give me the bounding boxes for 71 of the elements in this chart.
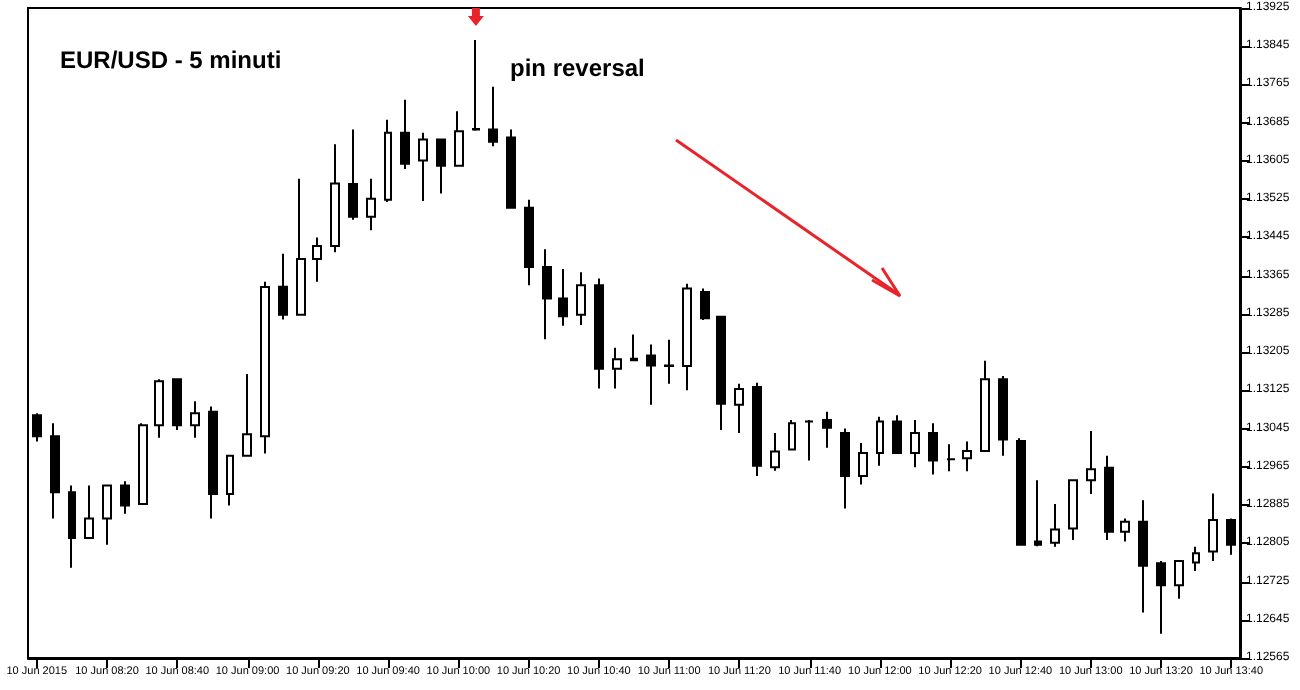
candlestick bbox=[312, 236, 322, 283]
candlestick bbox=[1156, 559, 1166, 635]
candlestick bbox=[840, 427, 850, 510]
candlestick bbox=[998, 375, 1008, 457]
candlestick bbox=[876, 415, 884, 467]
candlestick bbox=[384, 118, 392, 204]
candlestick bbox=[418, 131, 428, 203]
candlestick bbox=[1104, 454, 1114, 541]
candlestick bbox=[208, 405, 218, 520]
candlestick bbox=[68, 484, 76, 569]
candlestick bbox=[1034, 479, 1042, 548]
candlestick bbox=[400, 98, 410, 171]
candlestick bbox=[102, 484, 112, 546]
candlestick bbox=[542, 248, 552, 341]
candlestick bbox=[734, 382, 744, 434]
candlestick bbox=[242, 373, 252, 457]
candlestick bbox=[348, 128, 358, 221]
candlestick bbox=[1068, 479, 1078, 541]
candlestick bbox=[858, 441, 868, 486]
candlestick bbox=[1208, 492, 1218, 562]
candlestick bbox=[946, 443, 956, 473]
candlestick bbox=[154, 378, 164, 439]
candlestick bbox=[682, 282, 692, 392]
candlestick bbox=[138, 422, 148, 506]
candlestick bbox=[172, 378, 182, 432]
candlestick bbox=[454, 110, 464, 167]
candlestick bbox=[892, 414, 902, 454]
candlestick bbox=[330, 143, 340, 254]
candlestick bbox=[910, 418, 920, 469]
candlestick bbox=[752, 381, 762, 477]
candlestick bbox=[1138, 499, 1148, 614]
candlestick bbox=[260, 280, 270, 455]
candlestick bbox=[558, 267, 568, 327]
candlestick bbox=[788, 418, 796, 451]
candlestick bbox=[646, 343, 656, 406]
candlestick bbox=[278, 252, 288, 321]
candlestick bbox=[804, 418, 814, 462]
candlestick bbox=[594, 277, 604, 390]
candlestick bbox=[700, 287, 710, 322]
candlestick bbox=[488, 85, 498, 148]
candlestick bbox=[226, 454, 234, 507]
candlestick bbox=[962, 440, 972, 473]
candlestick bbox=[1016, 437, 1026, 546]
candlestick bbox=[612, 346, 622, 390]
candlestick bbox=[1192, 545, 1200, 573]
candlestick bbox=[1226, 517, 1236, 556]
annotation: pin reversal bbox=[510, 54, 645, 82]
candlestick bbox=[576, 271, 586, 326]
candlestick bbox=[32, 412, 42, 443]
candlestick bbox=[716, 315, 726, 432]
candlestick bbox=[472, 39, 480, 132]
candlestick bbox=[190, 400, 200, 439]
candlestick bbox=[1086, 429, 1096, 496]
candlestick bbox=[1050, 503, 1060, 548]
candlestick bbox=[524, 198, 534, 287]
text: EUR/USD - 5 minuti bbox=[60, 46, 282, 74]
candlestick bbox=[822, 410, 832, 449]
candlestick bbox=[366, 177, 376, 232]
candlestick bbox=[770, 431, 780, 472]
candlestick bbox=[506, 128, 516, 209]
candlestick bbox=[664, 338, 674, 385]
candlestick bbox=[436, 138, 446, 195]
candlestick bbox=[630, 333, 638, 362]
candlestick bbox=[928, 422, 938, 476]
candlestick bbox=[1120, 517, 1130, 543]
candlestick bbox=[1174, 559, 1184, 600]
candlestick bbox=[296, 177, 306, 316]
candlestick bbox=[980, 359, 990, 453]
candlestick bbox=[50, 422, 60, 520]
candlestick bbox=[84, 484, 94, 540]
candlestick bbox=[120, 480, 130, 515]
